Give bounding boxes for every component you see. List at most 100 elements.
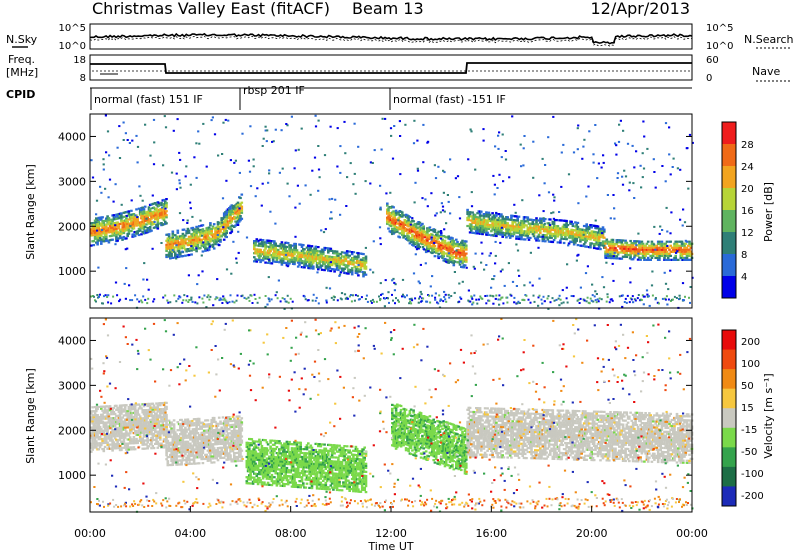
velocity-data-cell [107,415,111,418]
power-clutter-cell [116,294,119,297]
power-data-cell [599,244,602,247]
power-data-cell [433,255,437,258]
velocity-data-cell [155,420,158,423]
power-data-cell [411,235,414,238]
power-clutter-cell [538,294,541,297]
power-scatter-cell [498,173,501,176]
velocity-data-cell [92,416,96,419]
power-data-cell [102,232,106,235]
power-data-cell [566,224,570,227]
velocity-data-cell [102,429,106,432]
power-data-cell [269,262,272,265]
power-clutter-cell [245,297,248,300]
power-scatter-cell [252,158,255,161]
power-clutter-cell [426,300,429,303]
power-data-cell [196,243,200,246]
power-data-cell [418,221,422,224]
power-data-cell [510,232,513,235]
power-clutter-cell [152,300,155,303]
power-clutter-cell [450,295,453,297]
power-scatter-cell [118,157,122,159]
power-data-cell [105,237,108,240]
power-data-cell [256,244,260,247]
velocity-data-cell [105,439,108,442]
power-clutter-cell [517,300,520,303]
velocity-data-cell [143,411,147,414]
power-clutter-cell [286,294,289,297]
power-scatter-cell [497,147,500,150]
power-data-cell [565,225,568,229]
velocity-data-cell [160,442,163,445]
power-data-cell [357,254,360,257]
freq-right-tick-top: 60 [706,55,719,66]
velocity-data-cell [155,430,158,433]
power-data-cell [571,229,575,232]
power-scatter-cell [494,254,497,257]
velocity-data-cell [127,434,131,437]
power-data-cell [175,237,178,241]
power-data-cell [465,258,468,261]
power-scatter-cell [144,123,147,126]
power-data-cell [288,262,291,265]
nave-label: Nave [752,65,780,78]
power-data-cell [414,225,418,228]
velocity-data-cell [133,413,137,416]
power-data-cell [126,220,129,223]
power-scatter-cell [454,177,457,180]
power-data-cell [594,231,597,234]
velocity-data-cell [147,402,151,405]
power-data-cell [196,235,200,238]
power-data-cell [263,241,266,244]
velocity-data-cell [159,412,162,415]
power-data-cell [564,231,567,235]
power-scatter-cell [543,222,546,225]
power-scatter-cell [381,117,384,120]
velocity-data-cell [137,403,141,406]
power-data-cell [486,233,489,236]
velocity-data-cell [123,420,127,423]
power-data-cell [413,239,417,242]
power-data-cell [418,225,422,228]
power-data-cell [648,250,651,253]
power-data-cell [536,237,540,240]
power-data-cell [418,229,422,232]
power-scatter-cell [528,281,532,284]
velocity-data-cell [120,448,123,452]
power-clutter-cell [380,293,382,296]
velocity-data-cell [145,419,148,422]
power-data-cell [685,254,689,257]
power-data-cell [160,222,163,225]
velocity-data-cell [130,448,133,451]
power-scatter-cell [631,144,634,147]
power-data-cell [140,211,143,214]
power-data-cell [127,222,131,225]
power-data-cell [298,259,301,262]
power-scatter-cell [249,185,253,188]
power-clutter-cell [223,297,226,300]
velocity-data-cell [136,411,139,414]
power-data-cell [314,245,318,248]
velocity-data-cell [91,434,94,437]
power-clutter-cell [428,294,431,297]
velocity-data-cell [98,425,102,429]
power-data-cell [122,219,126,222]
power-data-cell [423,236,427,239]
velocity-data-cell [106,409,109,412]
velocity-data-cell [156,418,160,421]
velocity-data-cell [91,448,94,451]
power-scatter-cell [198,142,201,145]
power-data-cell [275,258,279,261]
power-scatter-cell [416,167,419,170]
power-data-cell [466,212,469,215]
power-scatter-cell [108,154,111,157]
power-scatter-cell [196,283,199,286]
power-scatter-cell [521,199,524,202]
power-data-cell [294,242,297,246]
power-data-cell [668,258,671,261]
power-data-cell [603,244,606,247]
velocity-data-cell [102,405,106,408]
velocity-data-cell [113,437,117,440]
power-data-cell [442,253,445,256]
power-data-cell [294,247,297,250]
power-scatter-cell [422,123,425,126]
